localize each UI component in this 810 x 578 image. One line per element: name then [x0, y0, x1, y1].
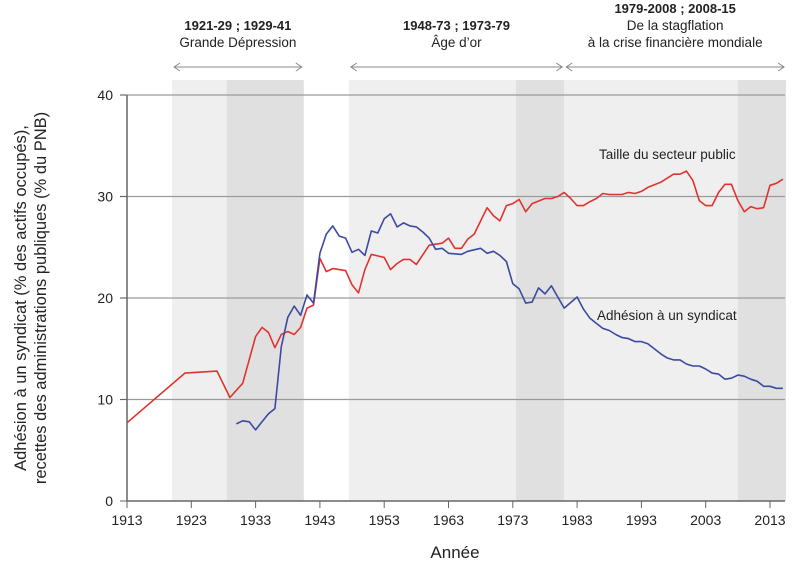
- period-name: Grande Dépression: [179, 35, 296, 50]
- gridlines: [120, 94, 785, 401]
- x-tick-label: 1993: [626, 512, 657, 528]
- x-tick-label: 1973: [497, 512, 528, 528]
- period-shade-light: [564, 80, 738, 501]
- x-tick-label: 1943: [304, 512, 335, 528]
- public-sector-line: [126, 170, 784, 424]
- x-tick-label: 1983: [562, 512, 593, 528]
- period-years: 1979-2008 ; 2008-15: [614, 1, 735, 16]
- x-tick-label: 2003: [690, 512, 721, 528]
- y-axis-label-line-2: recettes des administrations publiques (…: [32, 112, 50, 484]
- x-tick-label: 2013: [754, 512, 785, 528]
- period-years: 1921-29 ; 1929-41: [184, 18, 291, 33]
- y-axis-label-line-1: Adhésion à un syndicat (% des actifs occ…: [12, 125, 30, 471]
- y-tick-label: 20: [97, 290, 113, 306]
- period-arrow: [565, 62, 785, 72]
- x-axis-label: Année: [430, 543, 479, 562]
- period-shading: [172, 80, 787, 501]
- period-shade-light: [172, 80, 227, 501]
- union-membership-line: [235, 213, 783, 431]
- period-arrow: [349, 62, 564, 72]
- axes: 0 10 20 30 40 1913 1923 1933 1943 1953 1963 1973 198…: [97, 87, 785, 528]
- period-name: à la crise financière mondiale: [588, 35, 763, 50]
- period-shade-light: [348, 80, 517, 501]
- period-headers: 1921-29 ; 1929-41 Grande Dépression 1948-7…: [173, 1, 785, 72]
- series-label-union: Adhésion à un syndicat: [597, 308, 737, 323]
- y-tick-label: 0: [105, 493, 113, 509]
- series-label-public-sector: Taille du secteur public: [599, 147, 736, 162]
- y-tick-label: 10: [97, 392, 113, 408]
- x-tick-label: 1963: [433, 512, 464, 528]
- y-tick-label: 30: [97, 189, 113, 205]
- period-shade-dark: [226, 80, 304, 501]
- period-name: Âge d’or: [431, 35, 482, 50]
- period-arrow: [173, 62, 303, 72]
- x-tick-label: 1933: [240, 512, 271, 528]
- x-tick-label: 1913: [111, 512, 142, 528]
- series-lines: [126, 170, 784, 431]
- x-tick-label: 1953: [369, 512, 400, 528]
- x-tick-label: 1923: [176, 512, 207, 528]
- y-tick-label: 40: [97, 87, 113, 103]
- period-years: 1948-73 ; 1973-79: [403, 18, 510, 33]
- period-shade-dark: [516, 80, 565, 501]
- period-shade-dark: [737, 80, 787, 501]
- period-name: De la stagflation: [627, 18, 724, 33]
